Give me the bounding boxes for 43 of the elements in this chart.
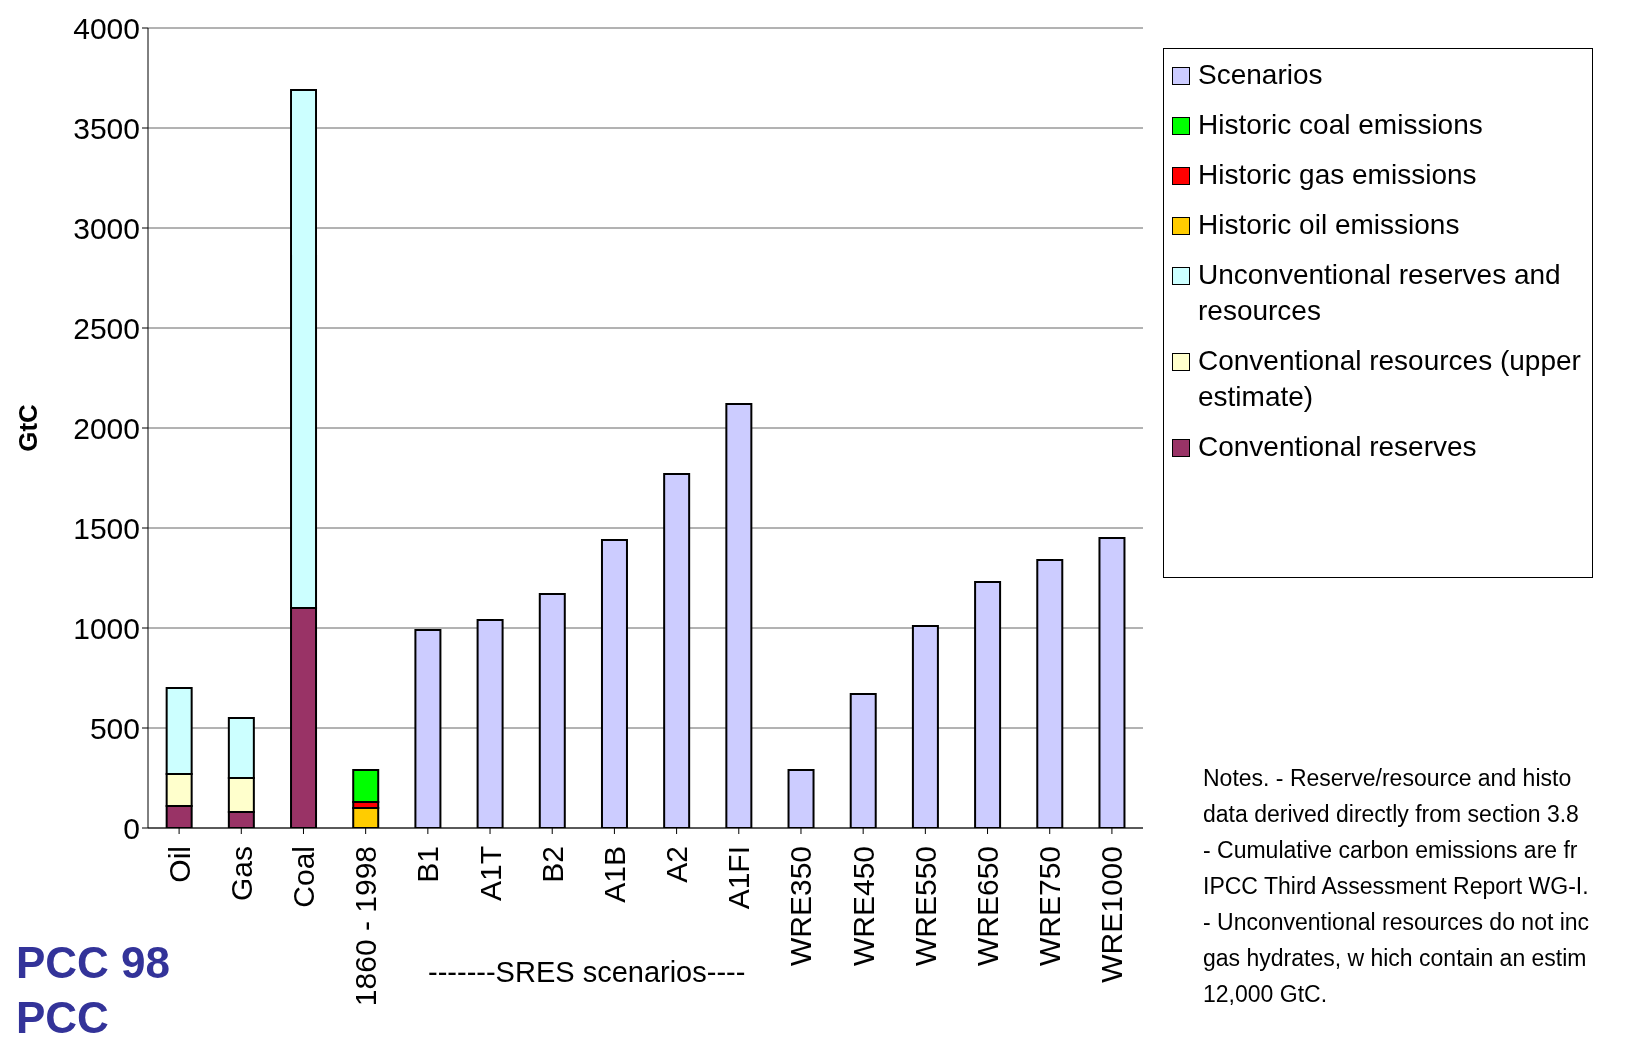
x-tick-label: WRE550 bbox=[908, 846, 942, 967]
text: PCC 98 bbox=[16, 938, 171, 988]
x-tick-label: WRE750 bbox=[1033, 846, 1067, 967]
y-tick-label: 4000 bbox=[73, 11, 140, 45]
x-tick-label: 1860 - 1998 bbox=[349, 846, 383, 1007]
legend-label: Conventional reserves bbox=[1198, 430, 1477, 464]
y-tick-label: 2500 bbox=[73, 311, 140, 345]
y-tick-label: 1000 bbox=[73, 611, 140, 645]
x-tick-label: WRE450 bbox=[846, 846, 880, 967]
legend-label: Historic gas emissions bbox=[1198, 158, 1477, 192]
y-tick-label: 0 bbox=[123, 811, 140, 845]
x-tick-label: Gas bbox=[224, 846, 258, 902]
text: gas hydrates, w hich contain an estim bbox=[1203, 944, 1588, 973]
legend-label: Historic coal emissions bbox=[1198, 108, 1483, 142]
x-tick-label: Oil bbox=[162, 846, 196, 883]
legend-label: Historic oil emissions bbox=[1198, 208, 1460, 242]
x-tick-label: A1B bbox=[597, 846, 631, 903]
legend-label: Scenarios bbox=[1198, 58, 1323, 92]
legend-label: Unconventional reserves and resources bbox=[1198, 258, 1562, 328]
text: 12,000 GtC. bbox=[1203, 980, 1329, 1009]
text: - Cumulative carbon emissions are fr bbox=[1203, 836, 1579, 865]
x-tick-label: A1FI bbox=[722, 846, 756, 910]
text: - Unconventional resources do not inc bbox=[1203, 908, 1590, 937]
y-axis-title: GtC bbox=[13, 403, 44, 452]
text: Notes. - Reserve/resource and histo bbox=[1203, 764, 1573, 793]
x-tick-label: WRE1000 bbox=[1095, 846, 1129, 983]
y-tick-label: 500 bbox=[89, 711, 140, 745]
text: IPCC Third Assessment Report WG-I. bbox=[1203, 872, 1590, 901]
x-tick-label: Coal bbox=[286, 846, 320, 908]
x-tick-label: B2 bbox=[535, 846, 569, 883]
x-tick-label: A1T bbox=[473, 846, 507, 902]
x-tick-label: WRE650 bbox=[971, 846, 1005, 967]
x-tick-label: A2 bbox=[660, 846, 694, 883]
y-tick-label: 1500 bbox=[73, 511, 140, 545]
y-tick-label: 2000 bbox=[73, 411, 140, 445]
x-tick-label: B1 bbox=[411, 846, 445, 883]
text: -------SRES scenarios---- bbox=[428, 956, 746, 989]
x-tick-label: WRE350 bbox=[784, 846, 818, 967]
y-tick-label: 3500 bbox=[73, 111, 140, 145]
legend-label: Conventional resources (upper estimate) bbox=[1198, 344, 1582, 414]
text: data derived directly from section 3.8 bbox=[1203, 800, 1580, 829]
text: PCC bbox=[16, 993, 109, 1043]
y-tick-label: 3000 bbox=[73, 211, 140, 245]
